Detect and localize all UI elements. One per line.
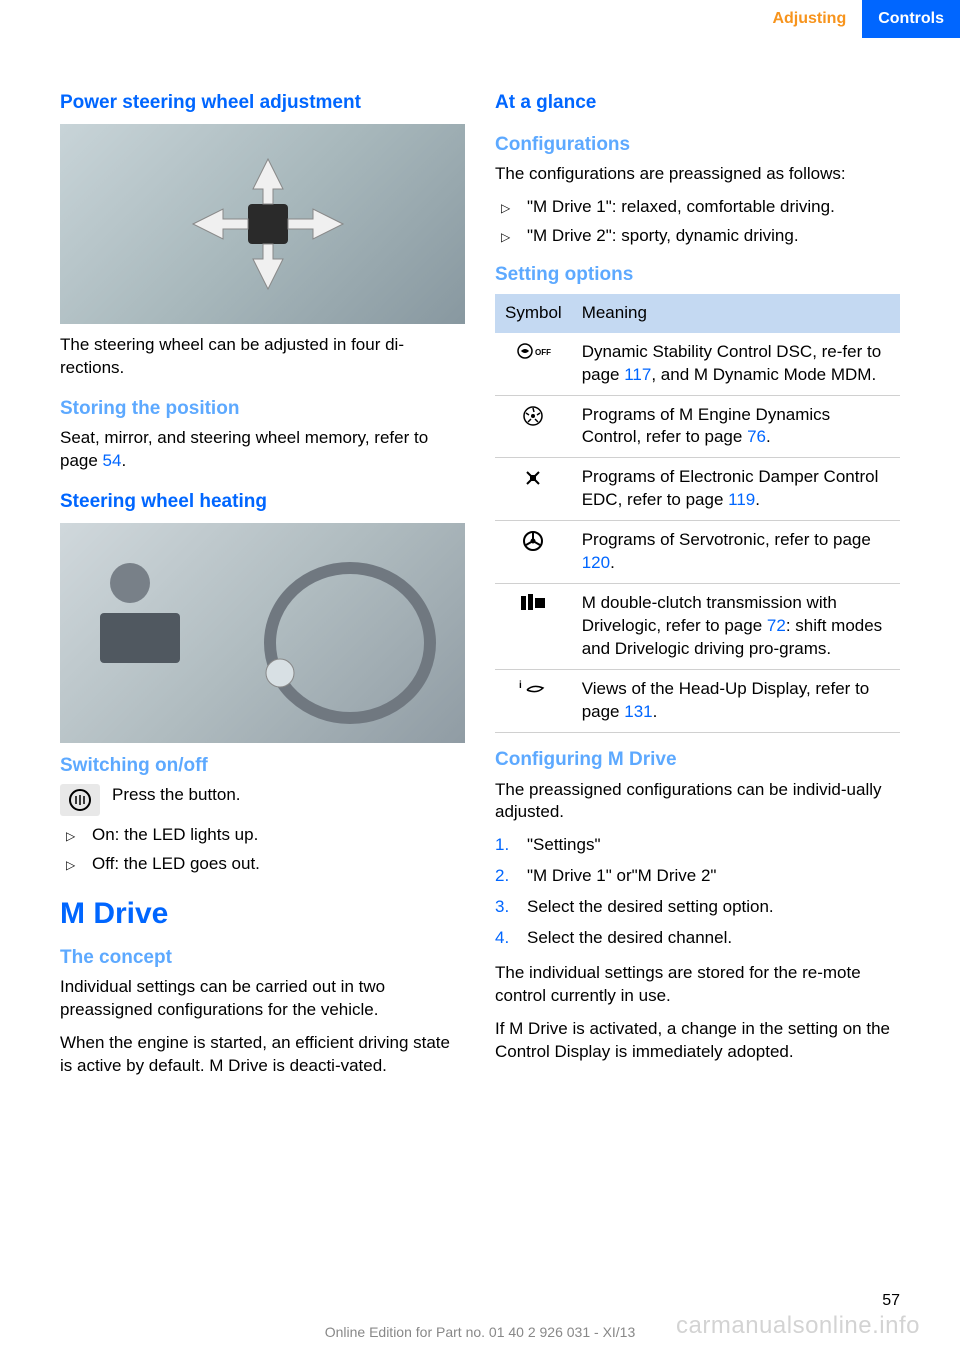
table-row: M double-clutch transmission with Drivel… xyxy=(495,584,900,670)
step-num: 1. xyxy=(495,834,509,857)
heading-concept: The concept xyxy=(60,945,465,971)
led-list: On: the LED lights up. Off: the LED goes… xyxy=(60,824,465,876)
heading-heating: Steering wheel heating xyxy=(60,489,465,515)
text-concept-2: When the engine is started, an efficient… xyxy=(60,1032,465,1078)
dsc-off-icon: OFF xyxy=(495,333,572,395)
td-damper: Programs of Electronic Damper Control ED… xyxy=(572,458,900,521)
text-configuring: The preassigned configurations can be in… xyxy=(495,779,900,825)
heading-storing: Storing the position xyxy=(60,396,465,422)
text-steering-directions: The steering wheel can be adjusted in fo… xyxy=(60,334,465,380)
heating-button-icon xyxy=(60,784,100,816)
table-row: Programs of Electronic Damper Control ED… xyxy=(495,458,900,521)
right-column: At a glance Configurations The configura… xyxy=(495,90,900,1088)
content-area: Power steering wheel adjustment The stee… xyxy=(60,90,900,1088)
damper-icon xyxy=(495,458,572,521)
li-off: Off: the LED goes out. xyxy=(60,853,465,876)
four-arrows-icon xyxy=(163,149,363,299)
heading-switching: Switching on/off xyxy=(60,753,465,779)
heading-power-steering: Power steering wheel adjustment xyxy=(60,90,465,116)
transmission-icon xyxy=(495,584,572,670)
td-text: Programs of M Engine Dynamics Control, r… xyxy=(582,405,830,447)
text-adopted: If M Drive is activated, a change in the… xyxy=(495,1018,900,1064)
step-num: 3. xyxy=(495,896,509,919)
step-text: "Settings" xyxy=(527,835,601,854)
steering-heating-image xyxy=(60,523,465,743)
tab-adjusting: Adjusting xyxy=(756,0,862,38)
config-list: "M Drive 1": relaxed, comfortable drivin… xyxy=(495,196,900,248)
settings-table: Symbol Meaning OFF Dynamic Stability Con… xyxy=(495,294,900,733)
td-text-post: . xyxy=(766,427,771,446)
link-72[interactable]: 72 xyxy=(767,616,786,635)
link-120[interactable]: 120 xyxy=(582,553,610,572)
servotronic-icon xyxy=(495,521,572,584)
th-meaning: Meaning xyxy=(572,294,900,333)
td-text-post: , and M Dynamic Mode MDM. xyxy=(651,365,876,384)
watermark: carmanualsonline.info xyxy=(676,1310,920,1342)
link-76[interactable]: 76 xyxy=(747,427,766,446)
text-storing-post: . xyxy=(121,451,126,470)
text-press-button: Press the button. xyxy=(112,784,241,807)
svg-text:i: i xyxy=(519,680,522,691)
engine-dynamics-icon xyxy=(495,395,572,458)
text-storing: Seat, mirror, and steering wheel memory,… xyxy=(60,427,465,473)
heading-configuring-mdrive: Configuring M Drive xyxy=(495,747,900,773)
steps-list: 1. "Settings" 2. "M Drive 1" or"M Drive 2"… xyxy=(495,834,900,950)
heading-m-drive: M Drive xyxy=(60,894,465,935)
table-row: OFF Dynamic Stability Control DSC, re‐fe… xyxy=(495,333,900,395)
left-column: Power steering wheel adjustment The stee… xyxy=(60,90,465,1088)
text-config-intro: The configurations are preassigned as fo… xyxy=(495,163,900,186)
table-row: Programs of M Engine Dynamics Control, r… xyxy=(495,395,900,458)
link-131[interactable]: 131 xyxy=(624,702,652,721)
td-text-post: . xyxy=(755,490,760,509)
link-117[interactable]: 117 xyxy=(624,365,651,384)
dashboard-illustration-icon xyxy=(60,523,465,743)
link-119[interactable]: 119 xyxy=(728,490,755,509)
td-text-post: . xyxy=(653,702,658,721)
td-servo: Programs of Servotronic, refer to page 1… xyxy=(572,521,900,584)
td-hud: Views of the Head-Up Display, refer to p… xyxy=(572,669,900,732)
th-symbol: Symbol xyxy=(495,294,572,333)
heading-at-a-glance: At a glance xyxy=(495,90,900,116)
td-dsc: Dynamic Stability Control DSC, re‐fer to… xyxy=(572,333,900,395)
table-row: Programs of Servotronic, refer to page 1… xyxy=(495,521,900,584)
td-text: Programs of Servotronic, refer to page xyxy=(582,530,871,549)
li-mdrive2: "M Drive 2": sporty, dynamic driving. xyxy=(495,225,900,248)
link-page-54[interactable]: 54 xyxy=(103,451,122,470)
steering-adjustment-image xyxy=(60,124,465,324)
td-engine: Programs of M Engine Dynamics Control, r… xyxy=(572,395,900,458)
heading-configurations: Configurations xyxy=(495,132,900,158)
li-on: On: the LED lights up. xyxy=(60,824,465,847)
step-text: Select the desired channel. xyxy=(527,928,732,947)
td-text-post: . xyxy=(610,553,615,572)
press-button-row: Press the button. xyxy=(60,784,465,816)
text-concept-1: Individual settings can be carried out i… xyxy=(60,976,465,1022)
td-trans: M double-clutch transmission with Drivel… xyxy=(572,584,900,670)
step-4: 4. Select the desired channel. xyxy=(495,927,900,950)
heading-setting-options: Setting options xyxy=(495,262,900,288)
step-num: 2. xyxy=(495,865,509,888)
header-tabs: Adjusting Controls xyxy=(756,0,960,38)
svg-text:OFF: OFF xyxy=(535,348,551,357)
step-3: 3. Select the desired setting option. xyxy=(495,896,900,919)
table-row: i Views of the Head-Up Display, refer to… xyxy=(495,669,900,732)
hud-icon: i xyxy=(495,669,572,732)
tab-controls: Controls xyxy=(862,0,960,38)
text-stored: The individual settings are stored for t… xyxy=(495,962,900,1008)
step-2: 2. "M Drive 1" or"M Drive 2" xyxy=(495,865,900,888)
step-text: Select the desired setting option. xyxy=(527,897,774,916)
li-mdrive1: "M Drive 1": relaxed, comfortable drivin… xyxy=(495,196,900,219)
step-text: "M Drive 1" or"M Drive 2" xyxy=(527,866,716,885)
step-1: 1. "Settings" xyxy=(495,834,900,857)
step-num: 4. xyxy=(495,927,509,950)
